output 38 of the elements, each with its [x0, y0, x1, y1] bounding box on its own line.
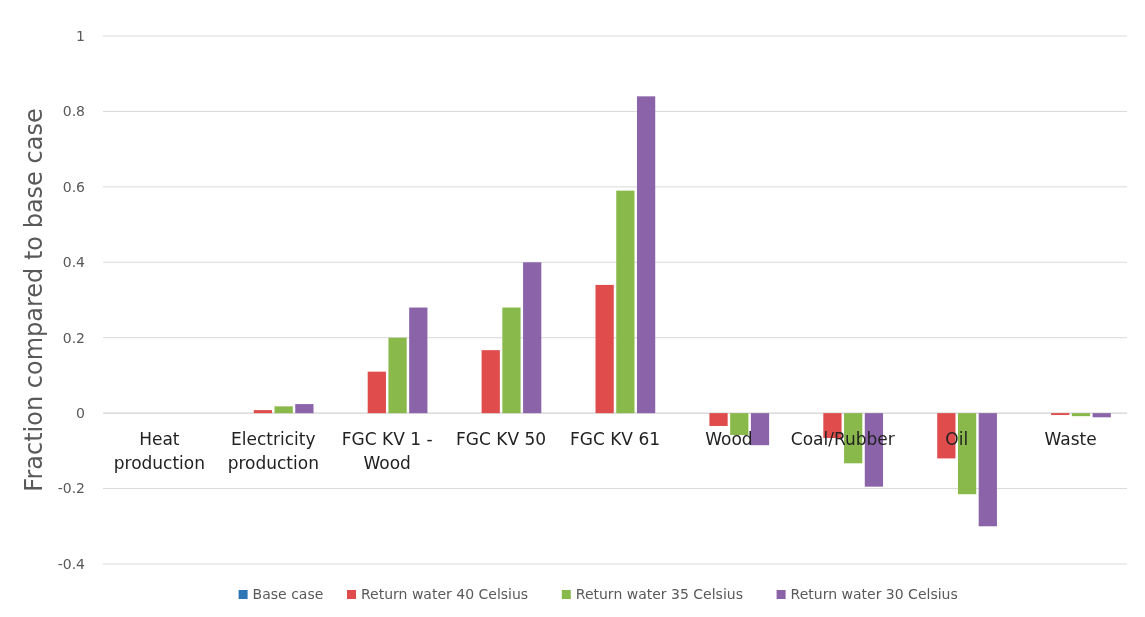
bar	[409, 307, 428, 414]
bar	[616, 190, 635, 414]
legend-label: Base case	[252, 586, 324, 602]
bar	[502, 307, 521, 414]
bar	[367, 371, 386, 414]
y-tick-label: 0.4	[62, 254, 86, 271]
x-tick-label: FGC KV 50	[456, 429, 547, 450]
x-tick-label: Electricity production	[227, 429, 319, 474]
bar	[388, 337, 407, 414]
x-tick-label: FGC KV 1 - Wood	[341, 429, 433, 474]
y-tick-label: 0.6	[62, 178, 86, 195]
x-tick-label: FGC KV 61	[569, 429, 661, 450]
bar	[595, 284, 614, 414]
bar	[1092, 413, 1111, 418]
y-tick-label: 1	[76, 27, 85, 44]
bar	[253, 410, 273, 414]
bar	[978, 413, 997, 527]
bar	[750, 413, 770, 446]
bar	[295, 404, 314, 414]
x-tick-label: Waste	[1044, 429, 1097, 450]
bar	[481, 350, 500, 414]
x-tick-label: Wood	[705, 429, 753, 450]
bar	[523, 262, 542, 414]
y-tick-label: 0	[76, 405, 85, 422]
legend-label: Return water 35 Celsius	[575, 586, 743, 602]
y-tick-label: 0.2	[62, 329, 85, 346]
y-tick-label: -0.4	[57, 555, 86, 572]
bar	[274, 406, 293, 414]
bar	[1071, 413, 1091, 417]
bar	[636, 96, 656, 414]
y-axis-title: Fraction compared to base case	[20, 108, 48, 492]
legend-label: Return water 40 Celsius	[361, 586, 529, 602]
legend-label: Return water 30 Celsius	[790, 586, 958, 602]
bar	[709, 413, 728, 426]
y-tick-label: -0.2	[57, 480, 85, 497]
y-tick-label: 0.8	[62, 103, 85, 120]
x-tick-label: Oil	[945, 429, 969, 450]
x-tick-label: Heat production	[113, 429, 206, 474]
